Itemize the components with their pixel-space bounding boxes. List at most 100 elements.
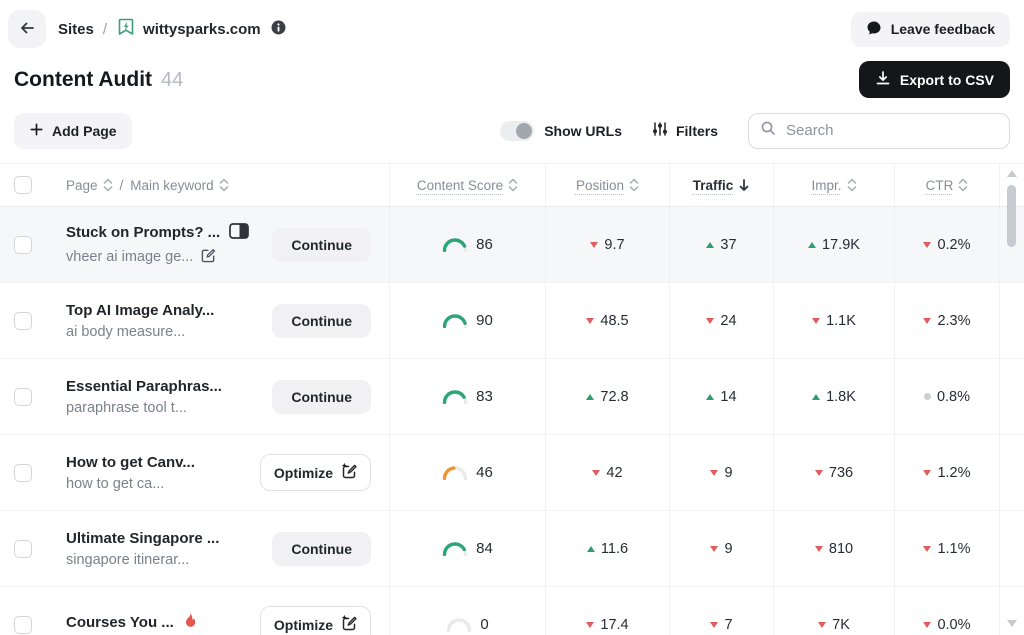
row-checkbox[interactable] xyxy=(14,463,32,482)
score-value: 46 xyxy=(476,464,493,481)
topbar: Sites / wittysparks.com Leave feedback xyxy=(0,0,1024,48)
row-action-button[interactable]: Continue xyxy=(272,379,371,414)
position-change-icon xyxy=(590,241,599,248)
row-checkbox[interactable] xyxy=(14,311,32,330)
row-action-button[interactable]: Optimize xyxy=(259,454,371,491)
sort-header-traffic[interactable]: Traffic xyxy=(693,178,751,193)
position-value: 42 xyxy=(606,464,623,481)
impr-cell: 1.1K xyxy=(773,283,894,358)
vertical-scrollbar[interactable] xyxy=(1005,170,1018,627)
split-view-icon[interactable] xyxy=(229,222,250,243)
ctr-value: 1.2% xyxy=(937,464,971,481)
traffic-value: 37 xyxy=(720,236,737,253)
sort-header-content-score[interactable]: Content Score xyxy=(417,178,518,193)
search-icon xyxy=(760,120,776,141)
show-urls-toggle-group[interactable]: Show URLs xyxy=(500,120,622,141)
sort-header-main-keyword[interactable]: Main keyword xyxy=(130,178,228,193)
score-gauge-icon xyxy=(442,466,468,480)
filters-label: Filters xyxy=(675,122,718,139)
page-title-link[interactable]: Ultimate Singapore ... xyxy=(66,529,220,547)
table-row[interactable]: Ultimate Singapore ... singapore itinera… xyxy=(0,511,1024,587)
row-action-button[interactable]: Continue xyxy=(272,531,371,566)
breadcrumb-sites-link[interactable]: Sites xyxy=(58,20,94,38)
ctr-change-icon xyxy=(923,545,932,552)
search-input[interactable] xyxy=(784,121,998,140)
traffic-value: 14 xyxy=(720,388,737,405)
breadcrumb-site-name: wittysparks.com xyxy=(143,20,261,38)
content-score-header-label: Content Score xyxy=(416,177,504,193)
impr-value: 1.8K xyxy=(826,388,856,405)
ctr-change-icon xyxy=(923,317,932,324)
show-urls-toggle[interactable] xyxy=(500,120,535,141)
page-title-link[interactable]: Top AI Image Analy... xyxy=(66,301,215,319)
sort-header-ctr[interactable]: CTR xyxy=(926,178,969,193)
back-arrow-icon xyxy=(18,19,36,40)
filters-button[interactable]: Filters xyxy=(646,120,724,141)
ctr-cell: 2.3% xyxy=(894,283,999,358)
main-keyword-header-label: Main keyword xyxy=(130,177,214,193)
ctr-cell: 0.2% xyxy=(894,207,999,282)
keyword-edit-icon[interactable] xyxy=(201,248,216,267)
position-change-icon xyxy=(586,393,595,400)
title-row: Content Audit 44 Export to CSV xyxy=(0,48,1024,98)
table-row[interactable]: Essential Paraphras... paraphrase tool t… xyxy=(0,359,1024,435)
sort-header-impr[interactable]: Impr. xyxy=(811,178,856,193)
ctr-header-label: CTR xyxy=(925,177,954,193)
ctr-change-icon xyxy=(923,241,932,248)
score-arc xyxy=(442,466,468,480)
row-action-button[interactable]: Continue xyxy=(272,303,371,338)
traffic-value: 9 xyxy=(724,464,733,481)
traffic-value: 9 xyxy=(724,540,733,557)
ctr-value: 0.2% xyxy=(937,236,971,253)
main-keyword-text: paraphrase tool t... xyxy=(66,399,187,416)
position-cell: 42 xyxy=(545,435,669,510)
score-gauge-icon xyxy=(442,314,468,328)
position-cell: 9.7 xyxy=(545,207,669,282)
scroll-down-arrow[interactable] xyxy=(1006,620,1017,627)
scrollbar-thumb[interactable] xyxy=(1007,185,1016,247)
filters-icon xyxy=(652,121,668,140)
score-arc xyxy=(442,314,468,328)
page-title-link[interactable]: Stuck on Prompts? ... xyxy=(66,224,221,241)
table-row[interactable]: Top AI Image Analy... ai body measure...… xyxy=(0,283,1024,359)
export-csv-label: Export to CSV xyxy=(899,71,994,88)
search-box[interactable] xyxy=(748,112,1010,149)
row-action-button[interactable]: Optimize xyxy=(259,606,371,635)
content-score-cell: 84 xyxy=(389,511,545,586)
select-all-checkbox[interactable] xyxy=(14,176,32,194)
impr-cell: 736 xyxy=(773,435,894,510)
sort-header-position[interactable]: Position xyxy=(576,178,639,193)
add-page-label: Add Page xyxy=(52,122,117,139)
ctr-cell: 1.1% xyxy=(894,511,999,586)
action-label: Optimize xyxy=(273,616,333,633)
add-page-button[interactable]: Add Page xyxy=(14,112,132,149)
row-checkbox[interactable] xyxy=(14,235,32,254)
traffic-cell: 37 xyxy=(669,207,773,282)
page-title-link[interactable]: Courses You ... xyxy=(66,613,174,631)
score-gauge-icon xyxy=(442,390,468,404)
ctr-change-icon xyxy=(923,393,931,400)
traffic-value: 24 xyxy=(720,312,737,329)
header-separator: / xyxy=(119,177,124,193)
table-row[interactable]: Courses You ... Optimize xyxy=(0,587,1024,635)
page-title-link[interactable]: How to get Canv... xyxy=(66,453,195,471)
traffic-cell: 9 xyxy=(669,435,773,510)
row-checkbox[interactable] xyxy=(14,615,32,634)
row-checkbox[interactable] xyxy=(14,387,32,406)
page-header-label: Page xyxy=(66,177,98,193)
scroll-up-arrow[interactable] xyxy=(1006,170,1017,177)
export-csv-button[interactable]: Export to CSV xyxy=(858,61,1010,98)
page-title-link[interactable]: Essential Paraphras... xyxy=(66,377,222,395)
leave-feedback-button[interactable]: Leave feedback xyxy=(850,11,1010,47)
position-cell: 17.4 xyxy=(545,587,669,635)
impr-cell: 17.9K xyxy=(773,207,894,282)
info-icon[interactable] xyxy=(270,19,287,40)
back-button[interactable] xyxy=(8,10,46,48)
sort-header-page[interactable]: Page xyxy=(66,178,113,193)
table-row[interactable]: How to get Canv... how to get ca... Opti… xyxy=(0,435,1024,511)
row-checkbox[interactable] xyxy=(14,539,32,558)
impr-header-label: Impr. xyxy=(811,177,842,193)
impr-value: 17.9K xyxy=(822,236,860,253)
row-action-button[interactable]: Continue xyxy=(272,227,371,262)
table-row[interactable]: Stuck on Prompts? ... vheer ai image ge.… xyxy=(0,207,1024,283)
